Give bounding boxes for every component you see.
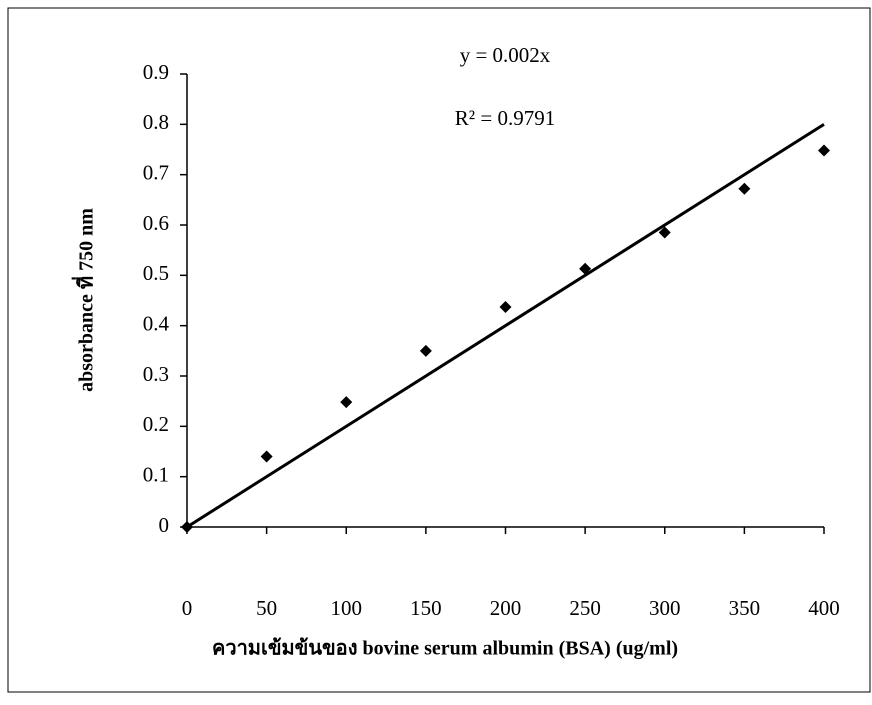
x-axis-label: ความเข้มข้นของ bovine serum albumin (BSA… — [212, 637, 678, 660]
x-tick-label: 250 — [569, 596, 601, 620]
y-tick-label: 0.3 — [143, 362, 169, 386]
y-tick-label: 0.8 — [143, 110, 169, 134]
x-tick-label: 300 — [649, 596, 681, 620]
y-tick-label: 0.5 — [143, 261, 169, 285]
x-tick-label: 200 — [490, 596, 522, 620]
r-squared: R² = 0.9791 — [455, 106, 555, 130]
data-point — [499, 301, 512, 314]
data-point — [579, 262, 592, 275]
equation: y = 0.002x — [460, 43, 551, 67]
x-tick-label: 0 — [182, 596, 193, 620]
chart-frame — [7, 7, 871, 693]
y-tick-label: 0.2 — [143, 412, 169, 436]
x-tick-label: 350 — [729, 596, 761, 620]
y-axis-label: absorbance ที่ 750 nm — [71, 208, 98, 392]
x-tick-label: 100 — [331, 596, 363, 620]
y-tick-label: 0.6 — [143, 211, 169, 235]
y-tick-label: 0.9 — [143, 60, 169, 84]
y-tick-label: 0.4 — [143, 311, 170, 335]
data-point — [419, 344, 432, 357]
x-tick-label: 400 — [808, 596, 840, 620]
trendline — [186, 123, 825, 529]
data-point — [738, 182, 751, 195]
data-point — [260, 450, 273, 463]
data-point — [818, 144, 830, 157]
data-point — [658, 226, 671, 239]
y-tick-label: 0.7 — [143, 160, 169, 184]
y-tick-label: 0.1 — [143, 462, 169, 486]
data-point — [340, 396, 353, 409]
y-tick-label: 0 — [159, 513, 170, 537]
x-tick-label: 50 — [256, 596, 277, 620]
x-tick-label: 150 — [410, 596, 442, 620]
data-point — [181, 521, 193, 533]
